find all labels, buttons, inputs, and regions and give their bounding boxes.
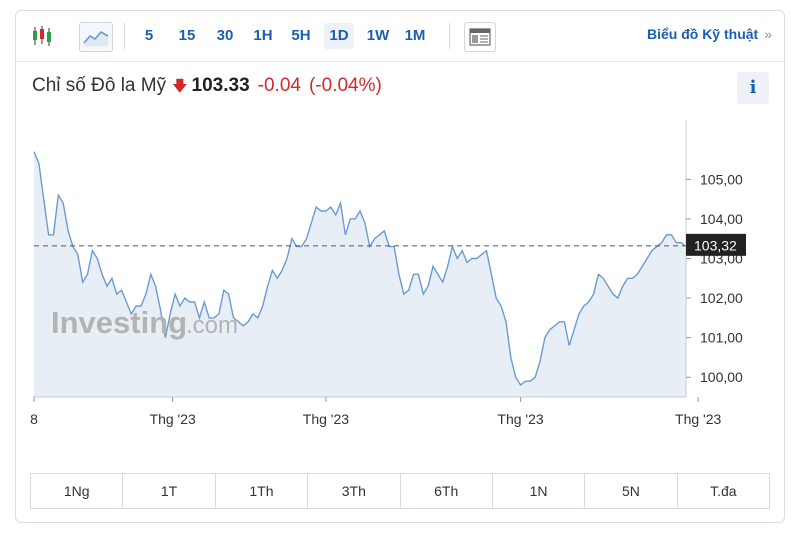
chevron-right-icon: » — [764, 26, 772, 42]
price-change: -0.04 — [257, 75, 301, 96]
watermark-brand: Investing — [51, 305, 187, 340]
range-max[interactable]: T.đa — [710, 483, 737, 499]
range-6month[interactable]: 6Th — [401, 474, 493, 508]
y-tick-label: 100,00 — [700, 369, 743, 385]
investing-watermark: Investing .com — [51, 305, 238, 340]
interval-30[interactable]: 30 — [216, 27, 234, 44]
candlestick-icon[interactable] — [29, 22, 57, 50]
interval-1d[interactable]: 1D — [324, 23, 354, 49]
y-tick-label: 102,00 — [700, 290, 743, 306]
technical-chart-link[interactable]: Biểu đồ Kỹ thuật» — [646, 26, 772, 42]
interval-1h[interactable]: 1H — [253, 27, 273, 44]
chart-widget: 5 15 30 1H 5H 1D 1W 1M Biểu đồ Kỹ thuật»… — [15, 10, 785, 523]
interval-1w[interactable]: 1W — [366, 27, 390, 44]
x-tick-label: Thg '23 — [497, 411, 543, 427]
last-price-label-text: 103,32 — [694, 237, 737, 253]
last-price-label: 103,32 — [686, 233, 746, 256]
time-range-bar: 1Ng 1T 1Th 3Th 6Th 1N 5N T.đa — [30, 473, 770, 509]
range-3month[interactable]: 3Th — [308, 474, 401, 508]
interval-15[interactable]: 15 — [178, 27, 196, 44]
x-tick-label: 8 — [30, 411, 38, 427]
toolbar-separator — [124, 23, 125, 49]
price-change-percent: (-0.04%) — [308, 75, 382, 96]
area-chart-icon[interactable] — [79, 22, 113, 52]
interval-1m[interactable]: 1M — [404, 27, 426, 44]
range-1month[interactable]: 1Th — [216, 474, 309, 508]
chart-toolbar: 5 15 30 1H 5H 1D 1W 1M Biểu đồ Kỹ thuật» — [16, 11, 784, 62]
down-arrow-icon: 🡇 — [172, 78, 188, 95]
watermark-suffix: .com — [186, 312, 238, 339]
y-tick-label: 104,00 — [700, 211, 743, 227]
y-tick-label: 101,00 — [700, 330, 743, 346]
range-1year[interactable]: 1N — [493, 474, 586, 508]
price-line — [33, 151, 687, 387]
x-tick-label: Thg '23 — [150, 411, 196, 427]
quote-header: Chỉ số Đô la Mỹ 🡇 103.33 -0.04 (-0.04%) — [32, 75, 382, 101]
info-button[interactable]: i — [737, 72, 769, 104]
news-layout-icon[interactable] — [464, 22, 496, 52]
x-tick-label: Thg '23 — [303, 411, 349, 427]
interval-5[interactable]: 5 — [144, 27, 154, 44]
price-area-fill — [34, 151, 686, 397]
toolbar-separator — [449, 23, 450, 49]
range-1day[interactable]: 1Ng — [31, 474, 124, 508]
instrument-name: Chỉ số Đô la Mỹ — [32, 75, 167, 96]
last-price-label-box — [686, 233, 746, 256]
last-price: 103.33 — [191, 75, 250, 96]
range-5year[interactable]: 5N — [585, 474, 678, 508]
y-tick-label: 105,00 — [700, 171, 743, 187]
range-1week[interactable]: 1T — [123, 474, 216, 508]
interval-5h[interactable]: 5H — [291, 27, 311, 44]
price-chart: Investing .com 105,00104,00103,00102,001… — [30, 120, 746, 427]
x-tick-label: Thg '23 — [675, 411, 721, 427]
